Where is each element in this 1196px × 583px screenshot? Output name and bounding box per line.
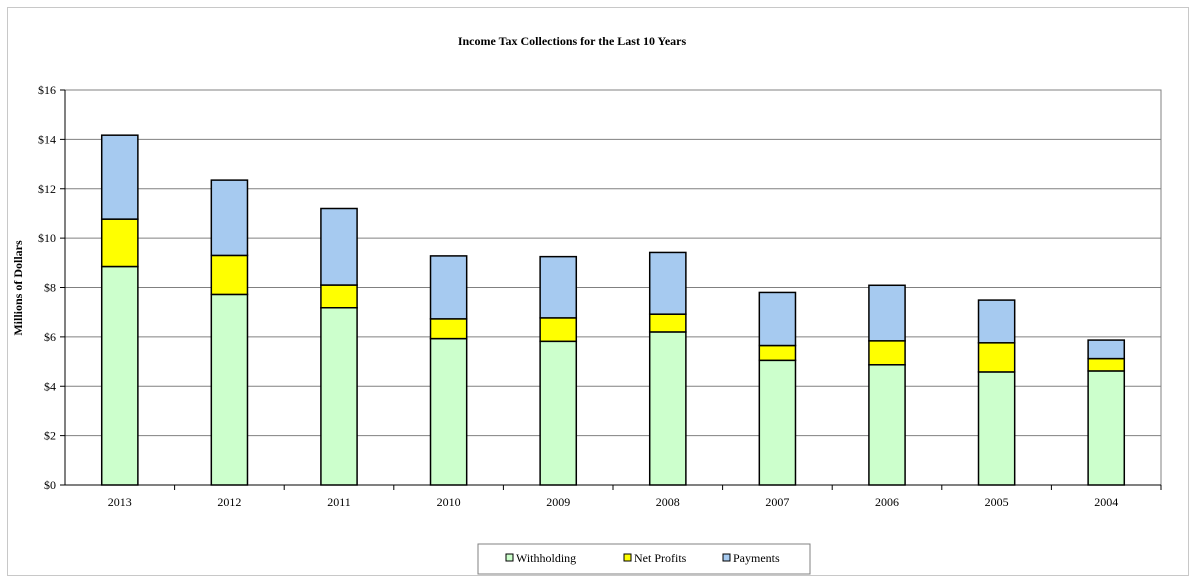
x-tick-label: 2007 — [765, 495, 789, 509]
x-tick-label: 2012 — [217, 495, 241, 509]
x-tick-label: 2011 — [327, 495, 351, 509]
x-tick-label: 2013 — [108, 495, 132, 509]
bar-segment — [210, 254, 249, 296]
y-tick-label: $6 — [44, 330, 56, 344]
y-tick-label: $8 — [44, 281, 56, 295]
x-tick-label: 2006 — [875, 495, 899, 509]
bar-segment — [100, 134, 139, 220]
bar-segment — [648, 251, 687, 315]
bar-segment — [539, 340, 578, 486]
legend-swatch — [722, 553, 731, 562]
bar-segment — [868, 364, 906, 486]
axes: $0 $2 $4 $6 $8 $10 $12 $14 $16 2013 2012 2011 2010 20… — [38, 83, 1162, 509]
bar-segment — [758, 344, 797, 362]
bar-segment — [977, 299, 1016, 344]
bars — [100, 134, 1126, 486]
legend-swatch — [505, 553, 514, 562]
bar-segment — [648, 331, 687, 486]
legend-label: Net Profits — [634, 551, 687, 565]
y-tick-label: $2 — [44, 429, 56, 443]
y-tick-label: $10 — [38, 231, 56, 245]
legend-label: Payments — [733, 551, 780, 565]
chart-title: Income Tax Collections for the Last 10 Y… — [458, 34, 687, 48]
bar-segment — [429, 255, 468, 320]
bar-segment — [868, 340, 906, 366]
bar-segment — [320, 207, 358, 286]
bar-segment — [758, 291, 797, 347]
x-tick-label: 2008 — [656, 495, 680, 509]
y-tick-label: $12 — [38, 182, 56, 196]
bar-segment — [320, 306, 358, 486]
bar-segment — [977, 371, 1016, 486]
bar-segment — [539, 317, 578, 343]
bar-segment — [320, 284, 358, 309]
y-tick-label: $4 — [44, 379, 56, 393]
x-tick-label: 2005 — [985, 495, 1009, 509]
y-tick-label: $0 — [44, 478, 56, 492]
legend: Withholding Net Profits Payments — [477, 543, 811, 575]
y-tick-label: $14 — [38, 132, 56, 146]
legend-box — [477, 543, 811, 575]
legend-label: Withholding — [516, 551, 576, 565]
y-axis-label: Millions of Dollars — [11, 240, 25, 336]
legend-swatch — [623, 553, 632, 562]
x-tick-label: 2010 — [437, 495, 461, 509]
bar-segment — [100, 218, 139, 268]
bar-segment — [429, 318, 468, 340]
bar-segment — [1087, 339, 1126, 360]
y-tick-label: $16 — [38, 83, 56, 97]
bar-segment — [1087, 357, 1126, 372]
x-tick-label: 2004 — [1094, 495, 1118, 509]
bar-segment — [210, 179, 249, 257]
bar-segment — [868, 284, 906, 342]
x-tick-label: 2009 — [546, 495, 570, 509]
bar-segment — [429, 337, 468, 486]
bar-segment — [758, 359, 797, 486]
bar-segment — [648, 313, 687, 333]
bar-segment — [210, 293, 249, 486]
bar-segment — [1087, 370, 1126, 486]
bar-segment — [977, 342, 1016, 373]
bar-segment — [100, 265, 139, 486]
bar-segment — [539, 255, 578, 319]
